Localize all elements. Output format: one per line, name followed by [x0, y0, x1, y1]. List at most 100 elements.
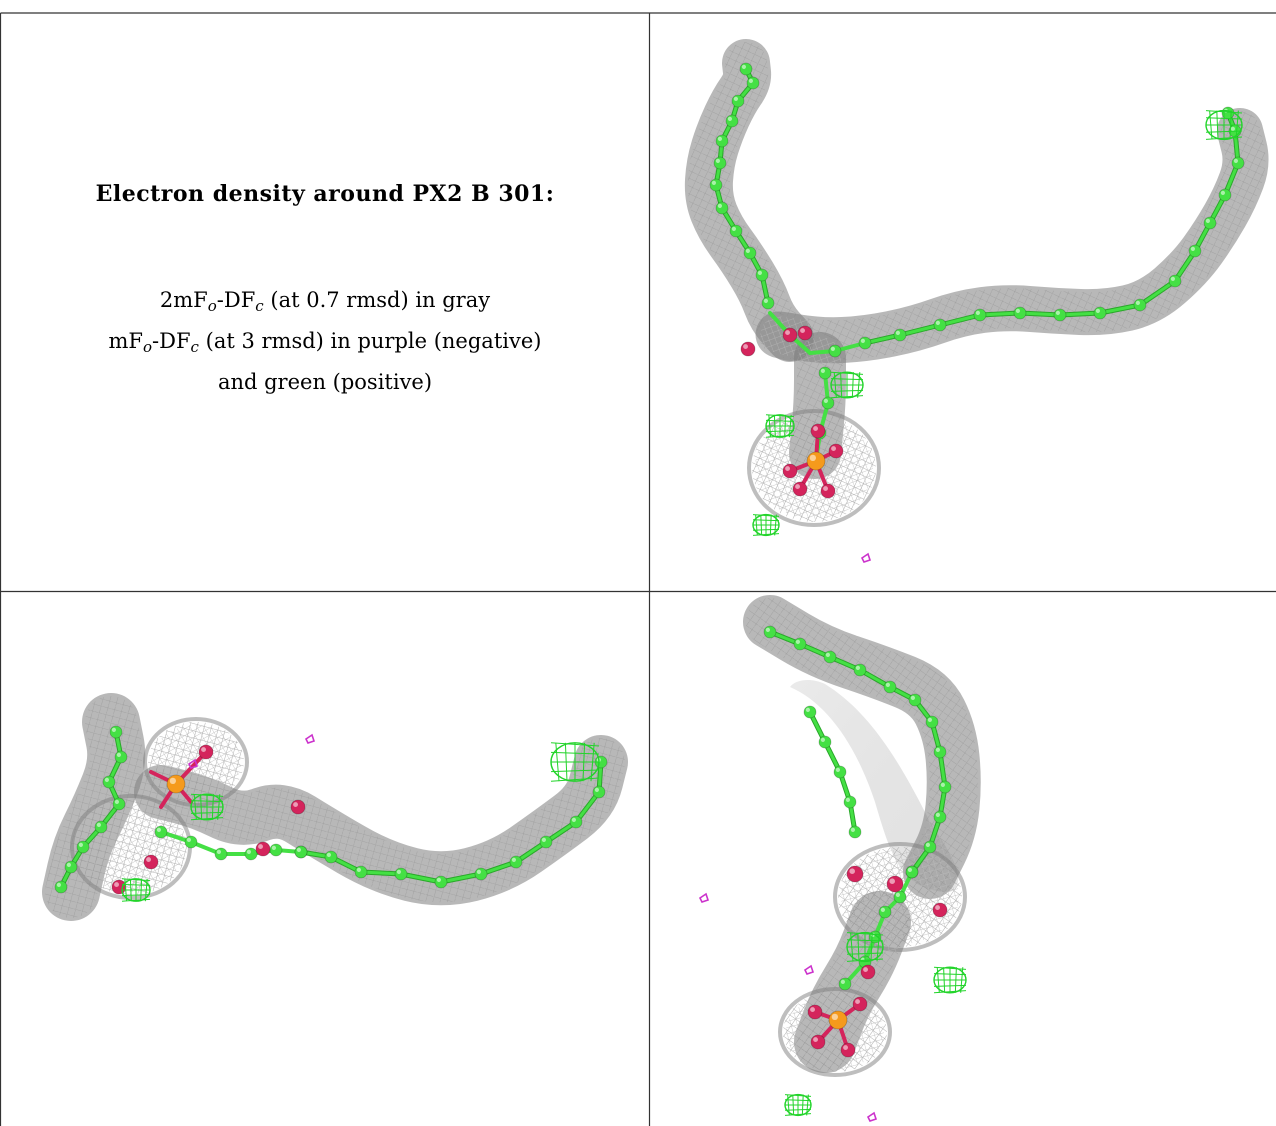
carbon-atom-highlight: [940, 782, 945, 787]
oxygen-atom-highlight: [795, 484, 800, 489]
carbon-atom: [114, 750, 128, 764]
carbon-atom: [112, 797, 126, 811]
carbon-atom-highlight: [116, 752, 121, 757]
grid-line: [140, 878, 143, 902]
carbon-atom: [803, 705, 817, 719]
carbon-atom-highlight: [805, 707, 810, 712]
phosphorus-atom-highlight: [809, 454, 816, 461]
carbon-atom-highlight: [855, 665, 860, 670]
oxygen-atom-highlight: [849, 868, 855, 874]
grid-line: [851, 372, 854, 398]
carbon-atom-highlight: [246, 849, 251, 854]
oxygen-atom-highlight: [935, 905, 940, 910]
difference-density-blob: [784, 1093, 812, 1117]
oxygen-atom-highlight: [114, 882, 120, 887]
bond: [978, 311, 1022, 317]
caption-line-2fo-fc: 2mFo-DFc (at 0.7 rmsd) in gray: [159, 288, 491, 315]
carbon-atom: [933, 810, 947, 824]
carbon-atom-highlight: [396, 869, 401, 874]
grid-line: [801, 1094, 804, 1116]
carbon-atom-highlight: [820, 368, 825, 373]
oxygen-atom-highlight: [810, 1007, 815, 1012]
caption-title: Electron density around PX2 B 301:: [95, 181, 555, 207]
carbon-atom: [1231, 156, 1245, 170]
oxygen-atom: [143, 854, 159, 870]
carbon-atom: [739, 62, 753, 76]
carbon-atom: [294, 845, 308, 859]
difference-density-blob: [752, 513, 780, 537]
carbon-atom: [848, 825, 862, 839]
carbon-atom: [715, 201, 729, 215]
carbon-atom: [933, 745, 947, 759]
caption-line-fo-fc: mFo-DFc (at 3 rmsd) in purple (negative): [108, 329, 542, 356]
oxygen-atom: [860, 964, 876, 980]
carbon-atom-highlight: [935, 320, 940, 325]
mesh-blob-inner: [78, 802, 184, 892]
carbon-atom-highlight: [571, 817, 577, 822]
mesh-outline: [143, 717, 249, 807]
oxygen-atom-highlight: [863, 967, 868, 972]
difference-density-blob: [830, 371, 864, 399]
carbon-atom-highlight: [885, 682, 890, 687]
carbon-atom-highlight: [1220, 190, 1225, 195]
carbon-atom-highlight: [594, 787, 600, 792]
mesh-blob-inner: [786, 995, 884, 1069]
blob-outline: [121, 878, 151, 902]
carbon-atom-highlight: [111, 727, 116, 732]
mesh-tube-inner: [689, 44, 809, 357]
carbon-atom: [269, 843, 283, 857]
carbon-atom-highlight: [745, 248, 750, 253]
carbon-atom: [923, 840, 937, 854]
oxygen-atom: [846, 865, 864, 883]
grid-line: [190, 811, 224, 814]
carbon-atom-highlight: [216, 849, 221, 854]
carbon-atom-highlight: [1230, 126, 1235, 131]
carbon-atom: [858, 336, 872, 350]
grid-line: [211, 794, 214, 820]
density-view-bottom-right: [650, 592, 1276, 1126]
carbon-atom: [569, 815, 583, 829]
grid-line: [1205, 130, 1243, 133]
carbon-atom-highlight: [1015, 308, 1020, 313]
density-mesh: [42, 693, 628, 921]
bond: [514, 840, 548, 864]
oxygen-atom: [840, 1042, 856, 1058]
carbon-atom-highlight: [511, 857, 516, 862]
carbon-atom-highlight: [1233, 158, 1238, 163]
carbon-atom: [539, 835, 553, 849]
blob-outline: [784, 1093, 812, 1117]
carbon-atom: [823, 650, 837, 664]
difference-density-blob: [933, 966, 967, 994]
difference-density: [121, 733, 600, 902]
bond: [1098, 303, 1142, 315]
carbon-atom: [1053, 308, 1067, 322]
difference-density: [698, 892, 967, 1122]
carbon-atom-highlight: [765, 627, 770, 632]
carbon-atom-highlight: [1135, 300, 1140, 305]
mesh-outline: [747, 409, 881, 527]
carbon-atom-highlight: [326, 852, 331, 857]
carbon-atom-highlight: [907, 867, 912, 872]
carbon-atom-highlight: [1170, 276, 1175, 281]
carbon-atom: [818, 366, 832, 380]
carbon-atom-highlight: [715, 158, 720, 163]
grid-line: [121, 894, 151, 897]
difference-density: [752, 109, 1243, 563]
density-view-top-right: [650, 13, 1276, 591]
phosphorus-atom: [828, 1010, 848, 1030]
negative-density-mark: [803, 964, 815, 975]
carbon-atom: [434, 875, 448, 889]
carbon-atom: [184, 835, 198, 849]
bond: [359, 870, 403, 876]
oxygen-atom-highlight: [201, 747, 206, 752]
carbon-atom-highlight: [96, 822, 101, 827]
carbon-atom: [833, 765, 847, 779]
carbon-atom: [973, 308, 987, 322]
carbon-atom: [743, 246, 757, 260]
carbon-atom-highlight: [835, 767, 840, 772]
carbon-atom: [1203, 216, 1217, 230]
carbon-atom-highlight: [271, 845, 276, 850]
blob-outline: [933, 966, 967, 994]
carbon-atom-highlight: [1205, 218, 1210, 223]
carbon-atom: [1013, 306, 1027, 320]
